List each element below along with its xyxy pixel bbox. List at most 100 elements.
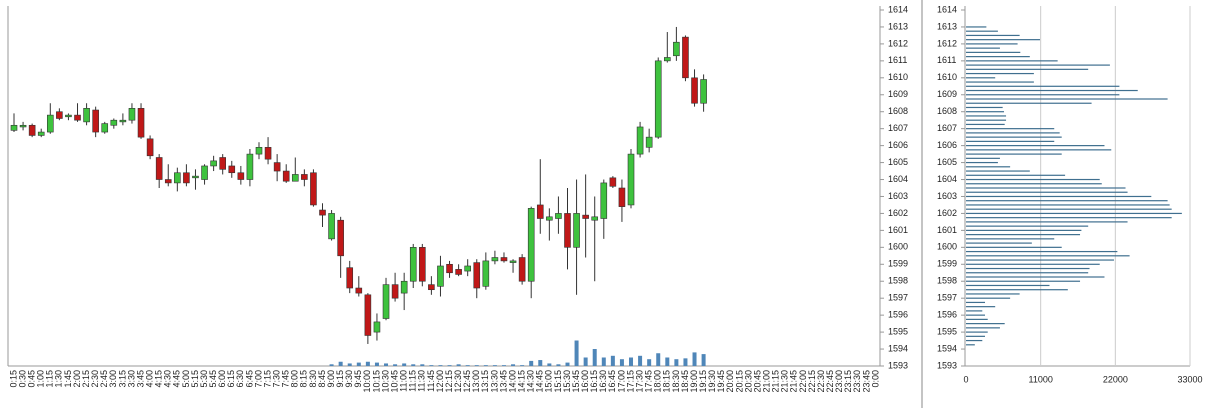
y-tick-label: 1593 xyxy=(888,360,908,370)
profile-bar xyxy=(966,335,986,337)
y-tick-label: 1603 xyxy=(888,191,908,201)
profile-bar xyxy=(966,323,1005,325)
x-tick-label: 2:45 xyxy=(99,370,109,388)
x-tick-label: 13:00 xyxy=(471,370,481,393)
x-tick-label: 19:30 xyxy=(707,370,717,393)
candle-body xyxy=(319,209,326,216)
x-tick-label: 15:15 xyxy=(553,370,563,393)
candle-body xyxy=(192,175,199,179)
volume-bar xyxy=(501,365,506,366)
candle-body xyxy=(210,160,217,167)
profile-bar xyxy=(966,187,1126,189)
x-tick-label: 6:15 xyxy=(226,370,236,388)
profile-bar xyxy=(966,30,998,32)
x-tick-label: 23:45 xyxy=(861,370,871,393)
candle-body xyxy=(437,265,444,287)
x-tick-label: 5:15 xyxy=(190,370,200,388)
profile-bar xyxy=(966,72,1034,75)
y-tick-label: 1610 xyxy=(888,72,908,82)
y-tick-label: 1608 xyxy=(888,106,908,116)
candle-body xyxy=(346,267,354,289)
volume-bar xyxy=(619,359,624,366)
x-tick-label: 12:00 xyxy=(435,370,445,393)
candle-body xyxy=(691,77,698,104)
y-tick-label: 1614 xyxy=(888,4,908,14)
candle-body xyxy=(491,257,499,262)
y-tick-label: 1602 xyxy=(888,208,908,218)
x-tick-label: 1:45 xyxy=(63,370,73,388)
profile-bar xyxy=(966,272,1089,274)
x-tick-label: 2:30 xyxy=(90,370,100,388)
profile-bar xyxy=(966,136,1062,138)
profile-bar xyxy=(966,149,1112,151)
x-tick-label: 2:15 xyxy=(81,370,91,388)
x-tick-label: 13:15 xyxy=(480,370,490,393)
candle-body xyxy=(355,287,363,294)
x-tick-label: 3:15 xyxy=(117,370,127,388)
candle-body xyxy=(92,109,99,133)
volume-bar xyxy=(638,355,643,366)
profile-bar xyxy=(966,153,1062,155)
profile-bar xyxy=(966,191,1128,193)
volume-bar xyxy=(420,364,425,366)
volume-bar xyxy=(374,362,379,366)
x-tick-label: 0:00 xyxy=(870,370,880,388)
volume-bar xyxy=(601,357,606,366)
candle-body xyxy=(582,214,589,219)
candle-body xyxy=(645,136,653,148)
x-tick-label: 21:30 xyxy=(780,370,790,393)
x-tick-label: 10:00 xyxy=(362,370,372,393)
x-tick-label: 7:15 xyxy=(262,370,272,388)
x-tick-label: 4:45 xyxy=(172,370,182,388)
profile-bar xyxy=(966,242,1032,244)
candle-body xyxy=(673,41,680,57)
profile-bar xyxy=(966,60,1058,62)
candle-body xyxy=(119,119,127,123)
candle-body xyxy=(174,172,181,184)
x-tick-label: 16:15 xyxy=(589,370,599,393)
profile-bar xyxy=(966,183,1102,185)
candle-body xyxy=(291,174,299,182)
candle-body xyxy=(164,179,172,184)
volume-bar xyxy=(465,365,470,366)
x-tick-label: 1:30 xyxy=(54,370,64,388)
y-tick-label: 1605 xyxy=(888,157,908,167)
volume-bar xyxy=(483,365,488,366)
volume-bar xyxy=(547,363,552,366)
volume-bar xyxy=(447,365,452,366)
x-tick-label: 17:30 xyxy=(634,370,644,393)
y-tick-label: 1602 xyxy=(937,208,957,218)
x-tick-label: 22:00 xyxy=(798,370,808,393)
volume-bar xyxy=(438,365,443,366)
candle-body xyxy=(10,124,18,131)
candle-body xyxy=(273,162,281,172)
candle-body xyxy=(301,174,308,180)
candle-body xyxy=(446,263,453,274)
profile-bar xyxy=(966,293,1020,295)
y-tick-label: 1593 xyxy=(937,360,957,370)
profile-bar xyxy=(966,344,975,346)
candle-body xyxy=(509,260,517,263)
x-tick-label: 10:45 xyxy=(389,370,399,393)
profile-bar xyxy=(966,26,987,28)
candle-body xyxy=(455,269,462,275)
y-tick-label: 1597 xyxy=(888,293,908,303)
profile-bar xyxy=(966,81,1034,83)
y-tick-label: 1599 xyxy=(937,259,957,269)
x-tick-label: 18:00 xyxy=(653,370,663,393)
volume-bar xyxy=(411,364,416,366)
x-tick-label: 0:45 xyxy=(27,370,37,388)
profile-bar xyxy=(966,318,988,320)
profile-bar xyxy=(966,89,1138,92)
y-tick-label: 1595 xyxy=(888,326,908,336)
candle-body xyxy=(591,216,599,221)
x-tick-label: 20:45 xyxy=(752,370,762,393)
candle-body xyxy=(473,262,481,289)
volume-bar xyxy=(556,364,561,366)
x-tick-label: 5:00 xyxy=(181,370,191,388)
candle-body xyxy=(46,114,54,133)
profile-bar xyxy=(966,225,1089,227)
x-tick-label: 0 xyxy=(963,374,968,384)
y-tick-label: 1607 xyxy=(888,123,908,133)
y-tick-label: 1614 xyxy=(937,4,957,14)
